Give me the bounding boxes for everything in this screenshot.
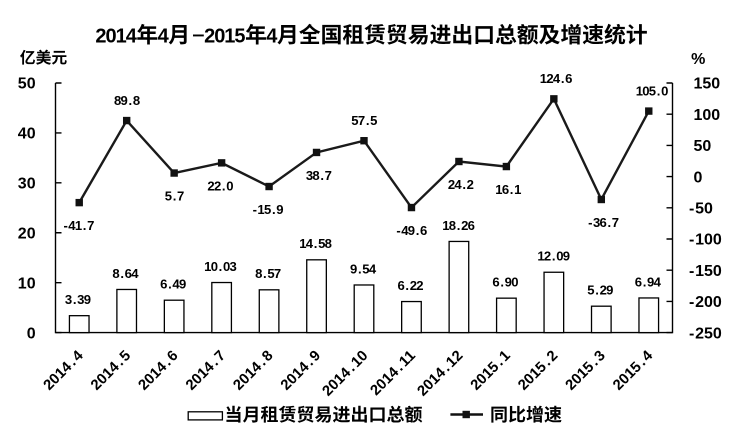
svg-text:22.0: 22.0: [207, 178, 233, 193]
svg-text:50: 50: [18, 76, 36, 93]
svg-text:-49.6: -49.6: [396, 223, 427, 238]
svg-text:50: 50: [694, 138, 712, 155]
svg-text:6.90: 6.90: [492, 274, 518, 289]
svg-text:-200: -200: [689, 294, 722, 311]
svg-text:9.54: 9.54: [350, 261, 377, 276]
svg-text:16.1: 16.1: [495, 182, 521, 197]
svg-text:-36.7: -36.7: [588, 215, 619, 230]
svg-text:124.6: 124.6: [540, 71, 572, 86]
svg-text:20: 20: [18, 225, 36, 242]
svg-text:6.49: 6.49: [160, 277, 186, 292]
svg-text:10: 10: [18, 275, 36, 292]
svg-text:-15.9: -15.9: [253, 202, 284, 217]
svg-text:8.64: 8.64: [112, 266, 139, 281]
svg-text:5.29: 5.29: [587, 282, 613, 297]
svg-text:%: %: [691, 51, 705, 68]
svg-text:0: 0: [694, 169, 703, 186]
svg-text:6.94: 6.94: [635, 274, 662, 289]
svg-text:4: 4: [266, 26, 278, 48]
svg-text:-250: -250: [689, 325, 722, 342]
svg-text:38.7: 38.7: [306, 168, 332, 183]
svg-text:14.58: 14.58: [299, 236, 331, 251]
svg-text:89.8: 89.8: [114, 93, 140, 108]
svg-text:105.0: 105.0: [636, 83, 668, 98]
svg-text:40: 40: [18, 126, 36, 143]
svg-text:12.09: 12.09: [537, 249, 569, 264]
svg-text:-100: -100: [689, 232, 722, 249]
svg-text:8.57: 8.57: [255, 266, 281, 281]
svg-text:57.5: 57.5: [351, 113, 377, 128]
svg-text:6.22: 6.22: [397, 278, 423, 293]
svg-text:2014: 2014: [95, 26, 137, 48]
svg-text:150: 150: [694, 76, 721, 93]
svg-text:4: 4: [158, 26, 170, 48]
svg-text:2015: 2015: [204, 26, 245, 48]
svg-text:18.26: 18.26: [442, 218, 474, 233]
svg-text:0: 0: [27, 325, 36, 342]
svg-text:-50: -50: [689, 201, 713, 218]
svg-text:5.7: 5.7: [165, 188, 184, 203]
svg-text:30: 30: [18, 176, 36, 193]
svg-text:3.39: 3.39: [65, 292, 91, 307]
svg-text:100: 100: [694, 107, 721, 124]
svg-text:-150: -150: [689, 263, 722, 280]
svg-text:24.2: 24.2: [448, 177, 474, 192]
svg-text:10.03: 10.03: [204, 259, 236, 274]
svg-text:-41.7: -41.7: [63, 218, 94, 233]
